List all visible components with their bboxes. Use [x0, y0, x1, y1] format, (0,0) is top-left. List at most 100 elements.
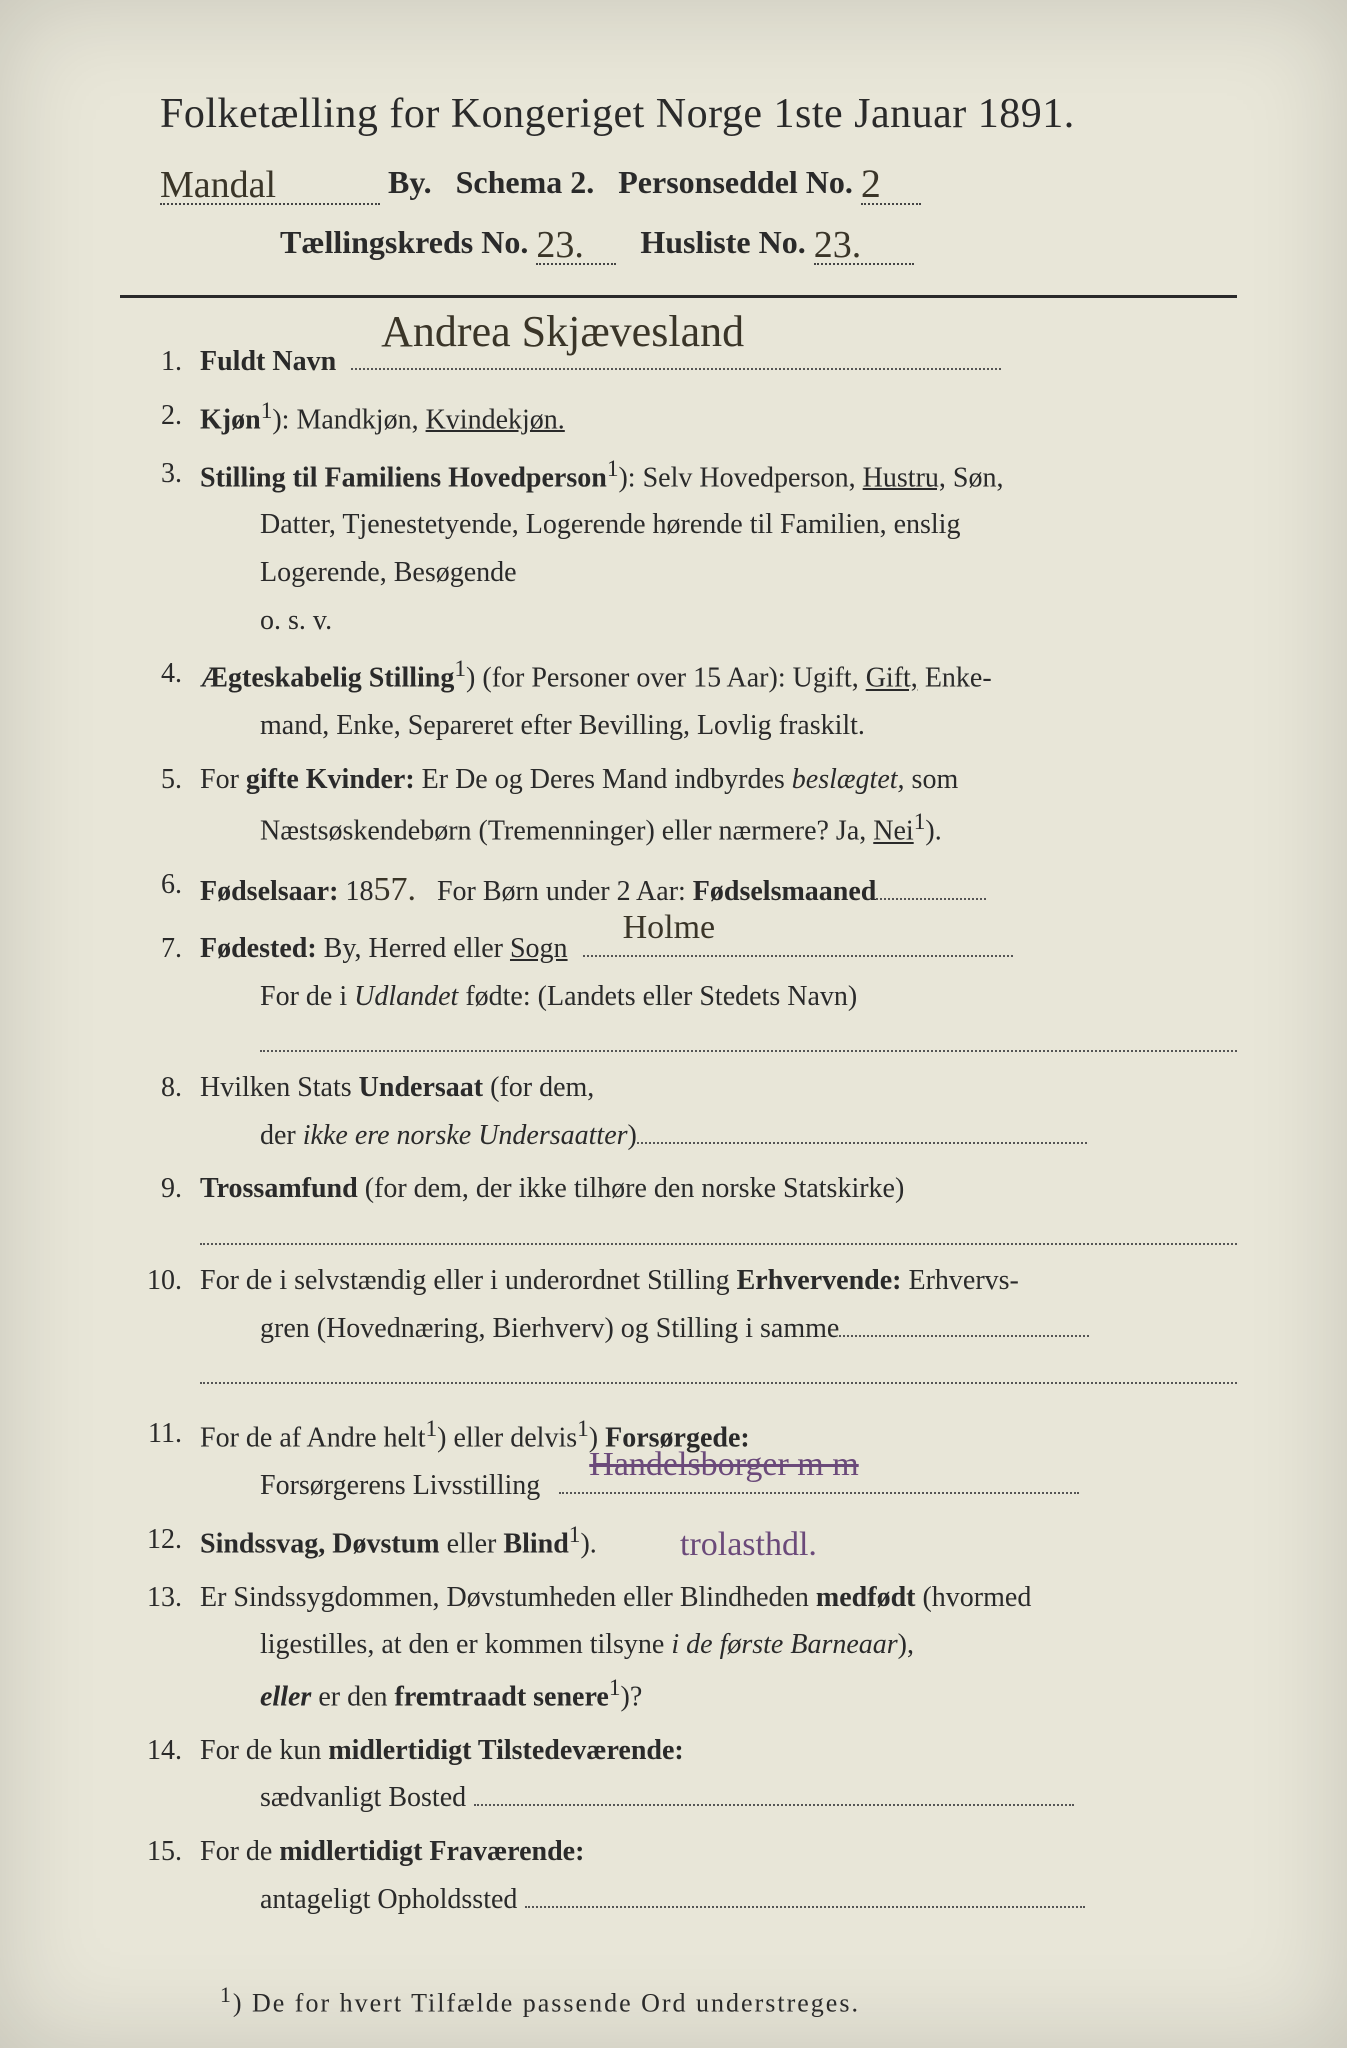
q5-b: Er De og Deres Mand indbyrdes: [415, 764, 792, 795]
q7-blank-line: [260, 1032, 1237, 1052]
main-title: Folketælling for Kongeriget Norge 1ste J…: [160, 90, 1237, 138]
q12-sup: 1: [569, 1522, 581, 1548]
q14-field: [474, 1804, 1074, 1806]
q1-value: Andrea Skjævesland: [381, 295, 744, 370]
q11-sup2: 1: [577, 1416, 589, 1442]
q8-label: Undersaat: [359, 1072, 483, 1103]
num-10: 10.: [140, 1257, 200, 1390]
q8-d: ): [628, 1120, 637, 1151]
num-15: 15.: [140, 1828, 200, 1923]
q2-kvindekjon: Kvindekjøn.: [426, 404, 565, 435]
num-5: 5.: [140, 756, 200, 856]
tallingskreds-no: 23.: [536, 224, 584, 266]
footnote: 1) De for hvert Tilfælde passende Ord un…: [120, 1983, 1237, 2019]
question-list: 1. Fuldt Navn Andrea Skjævesland 2. Kjøn…: [120, 338, 1237, 1923]
q11-sup1: 1: [426, 1416, 438, 1442]
q4-sup: 1: [454, 656, 466, 682]
q12-b: ).: [580, 1528, 596, 1559]
q6-month-field: [876, 898, 986, 900]
q9-a: (for dem, der ikke tilhøre den norske St…: [358, 1173, 905, 1204]
q12-value: trolasthdl.: [680, 1516, 817, 1574]
q7-b: For de i: [260, 981, 354, 1012]
q5-i: beslægtet,: [792, 764, 905, 795]
q7-c: fødte: (Landets eller Stedets Navn): [458, 981, 857, 1012]
q13-label: medfødt: [816, 1582, 916, 1613]
personseddel-field: 2: [861, 156, 921, 205]
num-11: 11.: [140, 1410, 200, 1510]
item-15: 15. For de midlertidigt Fraværende: anta…: [140, 1828, 1237, 1923]
q6-a: 18: [338, 876, 373, 907]
q12-label2: Blind: [503, 1528, 568, 1559]
q14-b: sædvanligt Bosted: [260, 1782, 466, 1813]
q11-a: For de af Andre helt: [200, 1423, 426, 1454]
item-8: 8. Hvilken Stats Undersaat (for dem, der…: [140, 1064, 1237, 1159]
q3-d: Logerende, Besøgende: [200, 549, 1237, 597]
q5-e: ).: [925, 816, 941, 847]
q14-label: midlertidigt Tilstedeværende:: [328, 1735, 683, 1766]
q6-year: 57.: [373, 871, 416, 908]
q8-a: Hvilken Stats: [200, 1072, 359, 1103]
q3-hustru: Hustru,: [863, 462, 946, 493]
personseddel-no: 2: [861, 161, 881, 206]
q10-c: gren (Hovednæring, Bierhverv) og Stillin…: [260, 1313, 839, 1344]
personseddel-label: Personseddel No.: [618, 164, 853, 200]
q13-g: )?: [621, 1681, 643, 1712]
census-form-page: Folketælling for Kongeriget Norge 1ste J…: [0, 0, 1347, 2048]
husliste-no: 23.: [814, 224, 862, 266]
num-4: 4.: [140, 650, 200, 750]
q15-b: antageligt Opholdssted: [260, 1884, 517, 1915]
item-5: 5. For gifte Kvinder: Er De og Deres Man…: [140, 756, 1237, 856]
q10-a: For de i selvstændig eller i underordnet…: [200, 1265, 737, 1296]
header-block: Folketælling for Kongeriget Norge 1ste J…: [120, 90, 1237, 265]
q5-a: For: [200, 764, 246, 795]
num-13: 13.: [140, 1574, 200, 1721]
q10-label: Erhvervende:: [737, 1265, 902, 1296]
q5-label: gifte Kvinder:: [246, 764, 415, 795]
num-6: 6.: [140, 861, 200, 919]
q13-a: Er Sindssygdommen, Døvstumheden eller Bl…: [200, 1582, 816, 1613]
item-2: 2. Kjøn1): Mandkjøn, Kvindekjøn.: [140, 392, 1237, 444]
q4-label: Ægteskabelig Stilling: [200, 663, 454, 694]
item-13: 13. Er Sindssygdommen, Døvstumheden elle…: [140, 1574, 1237, 1721]
q13-i: i de første Barneaar: [671, 1629, 897, 1660]
husliste-field: 23.: [814, 219, 914, 265]
q11-value: Handelsborger m m: [589, 1436, 858, 1494]
num-8: 8.: [140, 1064, 200, 1159]
item-11: 11. For de af Andre helt1) eller delvis1…: [140, 1410, 1237, 1510]
q5-sup: 1: [914, 809, 926, 835]
q15-field: [525, 1906, 1085, 1908]
q8-i: ikke ere norske Undersaatter: [303, 1120, 628, 1151]
num-3: 3.: [140, 450, 200, 645]
q8-b: (for dem,: [483, 1072, 594, 1103]
q11-d: Forsørgerens Livsstilling: [260, 1470, 540, 1501]
q15-a: For de: [200, 1836, 279, 1867]
q11-b: ) eller delvis: [437, 1423, 577, 1454]
q3-c: Datter, Tjenestetyende, Logerende hørend…: [200, 501, 1237, 549]
husliste-label: Husliste No.: [640, 224, 805, 260]
q11-field: Handelsborger m m: [559, 1492, 1079, 1494]
q2-sup: 1: [261, 398, 273, 424]
q9-blank-line: [200, 1225, 1237, 1245]
q12-label: Sindssvag, Døvstum: [200, 1528, 440, 1559]
tallingskreds-label: Tællingskreds No.: [280, 224, 528, 260]
q7-label: Fødested:: [200, 933, 317, 964]
item-12: 12. Sindssvag, Døvstum eller Blind1). tr…: [140, 1516, 1237, 1568]
q7-value: Holme: [623, 899, 716, 957]
q13-sup: 1: [609, 1675, 621, 1701]
by-value: Mandal: [160, 164, 276, 206]
num-1: 1.: [140, 338, 200, 386]
q3-b: Søn,: [946, 462, 1004, 493]
q4-gift: Gift,: [866, 663, 918, 694]
q3-a: ): Selv Hovedperson,: [618, 462, 862, 493]
q13-d: ),: [898, 1629, 914, 1660]
num-2: 2.: [140, 392, 200, 444]
q3-label: Stilling til Familiens Hovedperson: [200, 462, 607, 493]
item-9: 9. Trossamfund (for dem, der ikke tilhør…: [140, 1165, 1237, 1251]
q7-i: Udlandet: [354, 981, 458, 1012]
q8-field: [637, 1142, 1087, 1144]
q3-e: o. s. v.: [200, 597, 1237, 645]
num-12: 12.: [140, 1516, 200, 1568]
schema-label: Schema 2.: [456, 164, 595, 200]
subline-2: Tællingskreds No. 23. Husliste No. 23.: [160, 219, 1237, 265]
q14-a: For de kun: [200, 1735, 328, 1766]
